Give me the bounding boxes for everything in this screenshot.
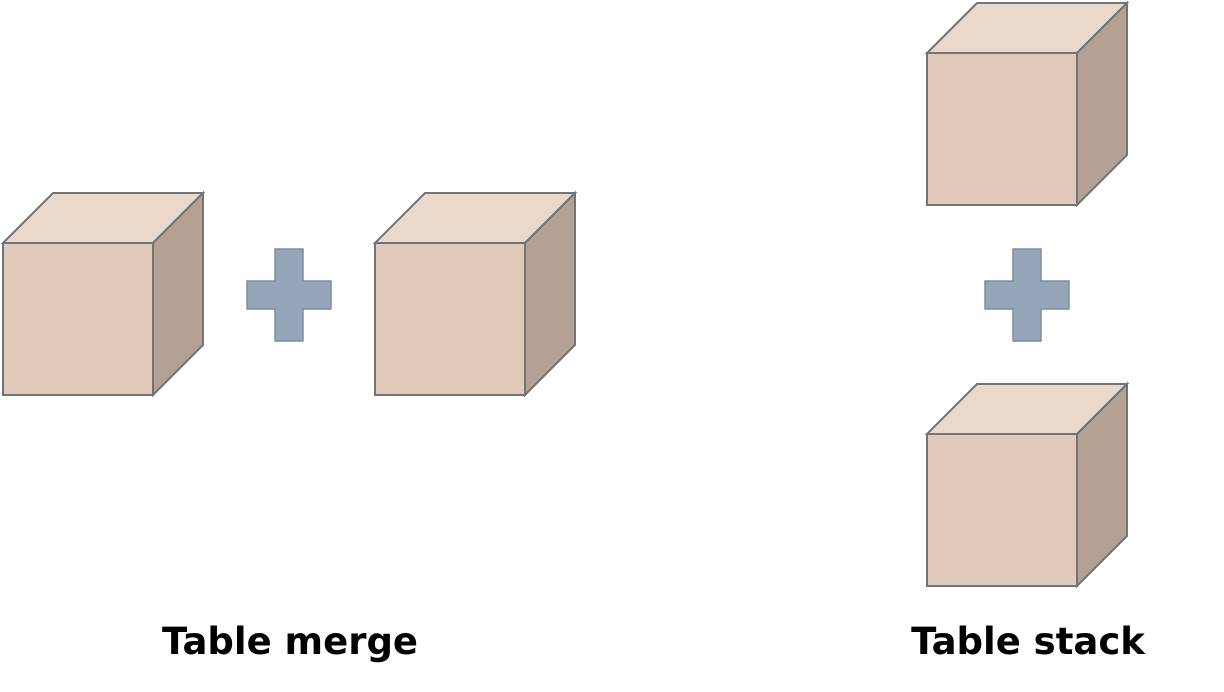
plus-icon <box>984 248 1070 342</box>
cube-front-face <box>374 242 526 396</box>
cube-front-face <box>2 242 154 396</box>
cube-icon <box>924 381 1130 589</box>
cube-icon <box>372 190 578 398</box>
shapes-layer <box>0 0 1130 589</box>
cube-icon <box>0 190 206 398</box>
plus-icon <box>246 248 332 342</box>
cube-icon <box>924 0 1130 208</box>
table-stack-label: Table stack <box>911 620 1145 663</box>
cube-front-face <box>926 52 1078 206</box>
cube-front-face <box>926 433 1078 587</box>
table-merge-label: Table merge <box>161 620 419 663</box>
